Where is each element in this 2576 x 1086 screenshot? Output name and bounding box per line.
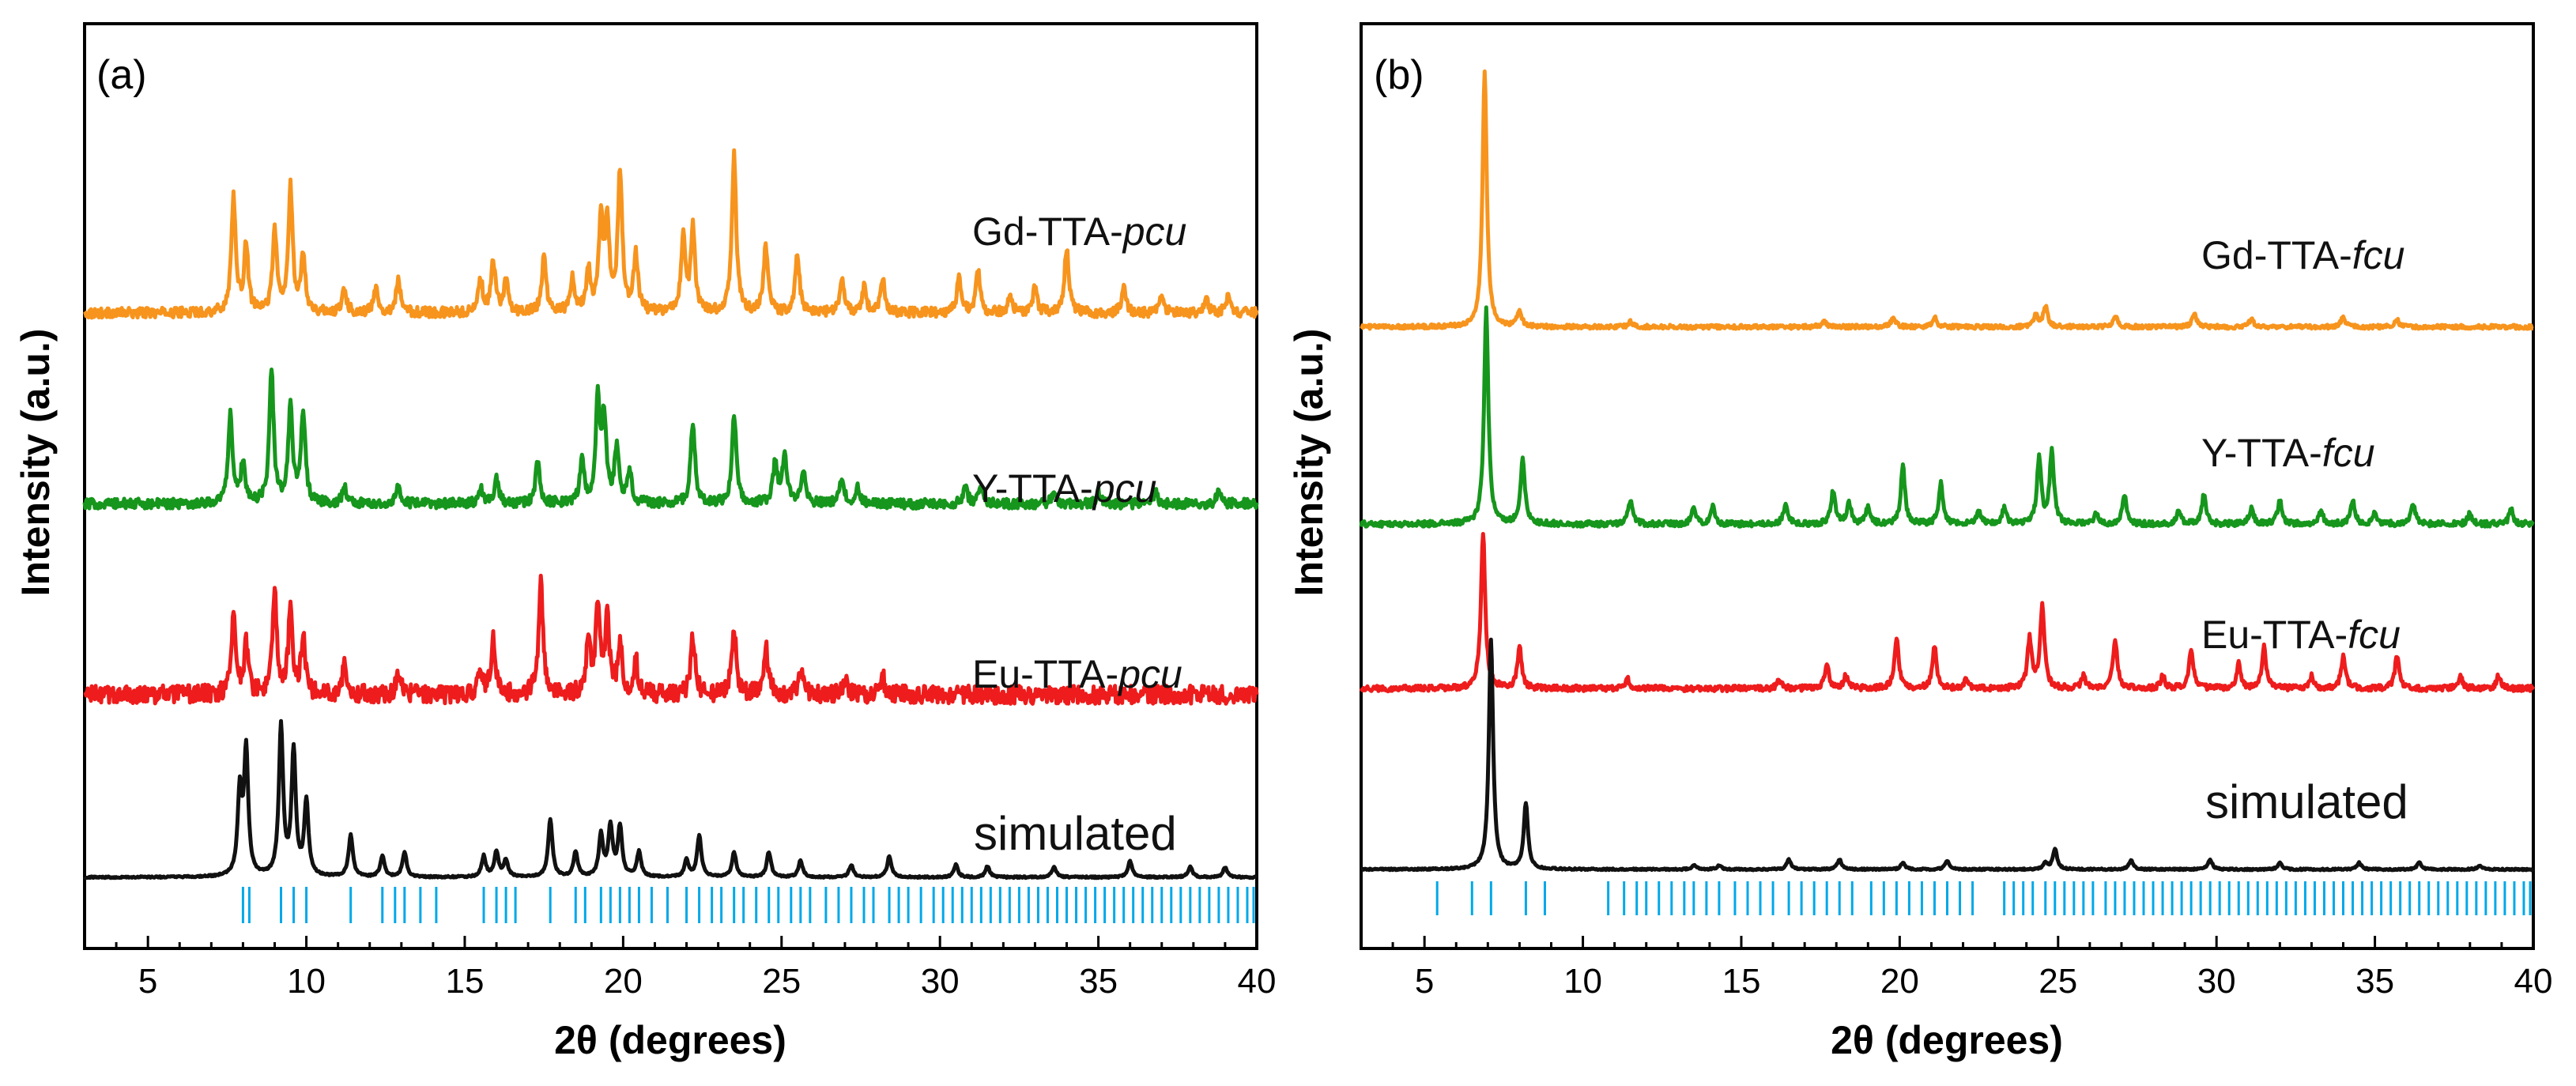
panel-b-xtick-label-25: 25 [2039,962,2077,1001]
panel-b-trace-gd-tta-fcu [1360,69,2535,331]
panel-a-label: (a) [96,52,147,98]
panel-a-xtick-label-40: 40 [1238,962,1277,1001]
panel-a-xtick-label-30: 30 [921,962,960,1001]
panel-a-trace-simulated [83,718,1258,880]
panel-b-label-gd-tta-fcu-prefix: Gd-TTA- [2201,233,2352,277]
panel-a-label-simulated: simulated [974,807,1177,860]
panel-a-label-y-tta-pcu-prefix: Y-TTA- [972,466,1093,511]
panel-a-label-eu-tta-pcu-topology: pcu [1117,652,1182,696]
panel-b: Intensity (a.u.) (b) 5 10 15 20 25 30 35 40 Gd-… [1287,22,2553,1062]
panel-b-label-eu-tta-fcu: Eu-TTA-fcu [2201,613,2401,657]
panel-b-label-y-tta-fcu-topology: fcu [2322,431,2375,475]
panel-b-label-y-tta-fcu: Y-TTA-fcu [2201,431,2375,475]
panel-a-label-y-tta-pcu: Y-TTA-pcu [972,466,1156,511]
panel-b-xtick-label-5: 5 [1415,962,1434,1001]
panel-b-xlabel: 2θ (degrees) [1831,1018,2063,1062]
panel-a-label-eu-tta-pcu-prefix: Eu-TTA- [972,652,1118,696]
panel-b-xtick-label-30: 30 [2197,962,2236,1001]
panel-b-label: (b) [1374,52,1424,98]
panel-a-trace-y-tta-pcu [82,368,1259,511]
panel-b-trace-y-tta-fcu [1359,305,2535,529]
panel-b-xtick-label-10: 10 [1563,962,1602,1001]
panel-b-xtick-label-15: 15 [1722,962,1760,1001]
panel-a-xtick-label-35: 35 [1079,962,1118,1001]
panel-a-xtick-label-20: 20 [604,962,643,1001]
panel-a-xtick-label-5: 5 [138,962,157,1001]
panel-b-xtick-label-35: 35 [2355,962,2394,1001]
panel-a-ylabel: Intensity (a.u.) [13,329,58,597]
panel-a-xtick-label-25: 25 [762,962,801,1001]
panel-a-frame [83,22,1258,950]
panel-a: Intensity (a.u.) (a) 5 10 15 20 25 30 35 40 Gd-… [13,22,1277,1062]
panel-a-trace-eu-tta-pcu [83,573,1259,706]
panel-b-frame [1360,22,2535,950]
panel-a-label-gd-tta-pcu: Gd-TTA-pcu [972,209,1186,254]
panel-a-xlabel: 2θ (degrees) [554,1018,786,1062]
panel-b-label-simulated-prefix: simulated [2205,775,2408,828]
panel-a-label-simulated-prefix: simulated [974,807,1177,860]
panel-b-ylabel: Intensity (a.u.) [1287,329,1331,597]
panel-b-trace-eu-tta-fcu [1359,532,2536,694]
panel-a-xtick-label-15: 15 [445,962,484,1001]
panel-b-xtick-label-40: 40 [2514,962,2553,1001]
panel-b-label-simulated: simulated [2205,775,2408,828]
panel-a-trace-gd-tta-pcu [83,148,1259,320]
panel-b-trace-simulated [1359,637,2535,873]
panel-a-label-gd-tta-pcu-prefix: Gd-TTA- [972,209,1123,254]
panel-b-xtick-label-20: 20 [1880,962,1919,1001]
panel-a-label-y-tta-pcu-topology: pcu [1092,466,1157,511]
panel-a-label-gd-tta-pcu-topology: pcu [1122,209,1187,254]
panel-b-label-gd-tta-fcu-topology: fcu [2352,233,2405,277]
panel-b-label-eu-tta-fcu-topology: fcu [2348,613,2401,657]
panel-b-label-y-tta-fcu-prefix: Y-TTA- [2201,431,2322,475]
panel-a-label-eu-tta-pcu: Eu-TTA-pcu [972,652,1182,696]
panel-a-xtick-label-10: 10 [287,962,326,1001]
panel-b-label-gd-tta-fcu: Gd-TTA-fcu [2201,233,2404,277]
panel-b-label-eu-tta-fcu-prefix: Eu-TTA- [2201,613,2348,657]
